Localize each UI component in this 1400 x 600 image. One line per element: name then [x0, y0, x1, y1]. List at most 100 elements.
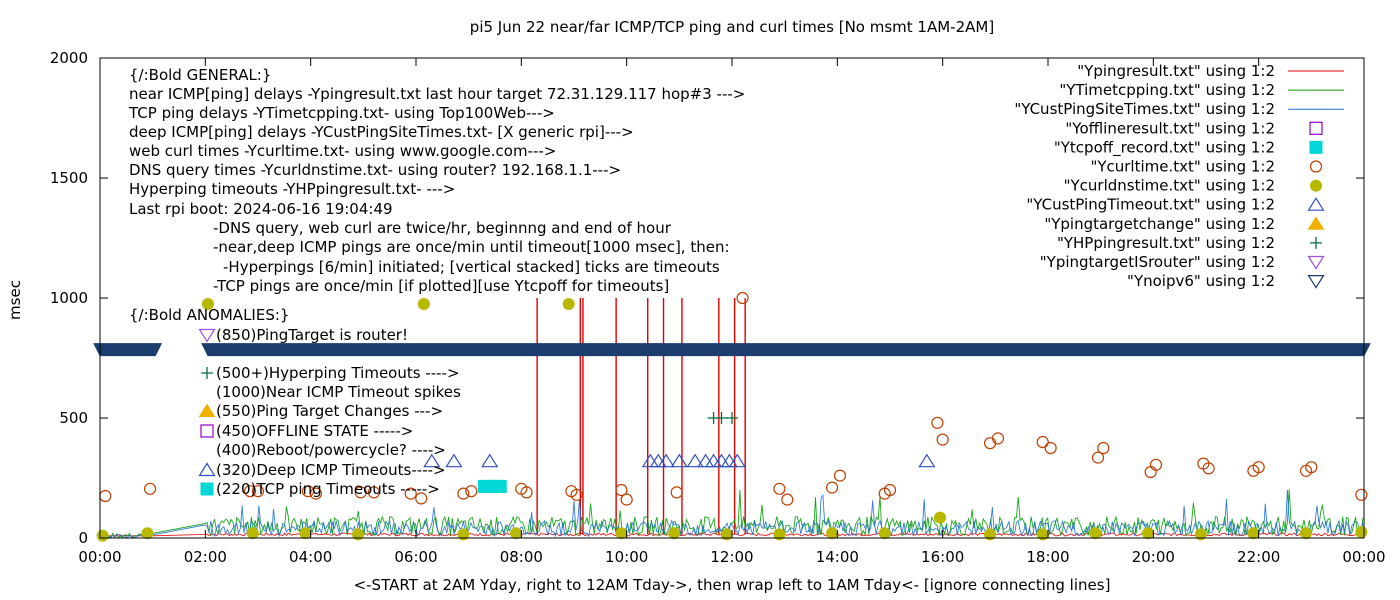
data-point	[301, 485, 315, 498]
annotation-line: (220)TCP ping Timeouts ----->	[216, 480, 440, 498]
annotation-line: deep ICMP[ping] delays -YCustPingSiteTim…	[129, 123, 634, 141]
data-point	[96, 529, 109, 542]
data-point	[457, 487, 470, 500]
annotation-line: (320)Deep ICMP Timeouts---->	[216, 461, 446, 479]
data-point	[354, 486, 367, 499]
legend-label: "YHPpingresult.txt" using 1:2	[1057, 234, 1275, 252]
legend-symbol	[1309, 140, 1323, 154]
data-point	[510, 527, 523, 540]
data-point	[520, 486, 533, 499]
annotation-marker	[198, 328, 216, 343]
annotation-line: {/:Bold ANOMALIES:}	[129, 306, 289, 324]
data-point	[1149, 458, 1163, 471]
data-point	[457, 528, 470, 541]
data-point	[570, 488, 583, 501]
legend-label: "Ycurldnstime.txt" using 1:2	[1064, 177, 1275, 195]
series-line-3	[99, 489, 1364, 539]
data-point	[983, 437, 997, 450]
annotation-line: (400)Reboot/powercycle? ---->	[216, 441, 446, 459]
data-point	[670, 453, 688, 468]
legend-symbol	[1307, 216, 1325, 230]
x-tick-label: 16:00	[921, 548, 964, 566]
data-point	[615, 527, 628, 540]
data-point	[415, 492, 428, 505]
legend-label: "Ynoipv6" using 1:2	[1127, 272, 1275, 290]
data-point	[417, 298, 430, 310]
data-point	[934, 511, 947, 524]
x-tick-label: 06:00	[394, 548, 437, 566]
data-point	[773, 528, 786, 541]
data-point	[143, 482, 157, 495]
x-tick-label: 00:00	[1342, 548, 1385, 566]
data-point	[826, 527, 839, 540]
data-point	[1300, 527, 1313, 540]
data-point	[936, 433, 949, 446]
data-point	[883, 483, 897, 497]
data-point	[481, 453, 499, 468]
annotation-line: (500+)Hyperping Timeouts ---->	[216, 364, 460, 382]
legend-label: "Ypingtargetchange" using 1:2	[1044, 215, 1275, 233]
y-axis-label: msec	[6, 280, 24, 320]
x-tick-label: 08:00	[500, 548, 543, 566]
data-point	[1089, 527, 1102, 540]
x-tick-label: 18:00	[1026, 548, 1069, 566]
x-tick-label: 12:00	[710, 548, 753, 566]
legend-symbol	[1309, 160, 1323, 173]
x-tick-label: 02:00	[184, 548, 227, 566]
data-point	[615, 483, 628, 497]
data-point	[991, 432, 1005, 445]
data-point	[246, 527, 259, 540]
annotation-line: DNS query times -Ycurldnstime.txt- using…	[129, 161, 621, 179]
ipv6-band	[201, 343, 1371, 357]
data-point	[686, 453, 704, 468]
y-tick-label: 2000	[50, 49, 88, 67]
legend: "Ypingresult.txt" using 1:2"YTimetcpping…	[1014, 62, 1344, 290]
series-line-2	[99, 489, 1364, 539]
data-point	[1142, 527, 1155, 540]
data-point	[670, 486, 683, 499]
axis-ticks: 00:00 02:00 04:00 06:00 08:00 10:00 12:00 14:00…	[50, 49, 1386, 566]
data-point	[1091, 451, 1105, 464]
data-point	[641, 453, 659, 468]
data-point	[445, 453, 463, 468]
data-point	[201, 298, 214, 310]
annotation-marker	[201, 367, 213, 379]
data-point	[1036, 435, 1049, 449]
data-point	[251, 485, 265, 498]
data-point	[825, 481, 839, 494]
data-point	[657, 453, 675, 468]
x-tick-label: 00:00	[78, 548, 121, 566]
x-tick-label: 22:00	[1237, 548, 1280, 566]
data-point	[715, 412, 728, 424]
legend-symbol	[1307, 197, 1325, 211]
data-point	[352, 528, 365, 541]
data-point	[423, 453, 441, 468]
legend-label: "Yofflineresult.txt" using 1:2	[1065, 119, 1275, 137]
data-point	[918, 453, 936, 468]
data-point	[1252, 461, 1265, 474]
data-point	[984, 528, 997, 541]
annotation-line: -DNS query, web curl are twice/hr, begin…	[213, 219, 672, 237]
data-point	[833, 469, 847, 482]
ipv6-band	[93, 343, 163, 357]
annotation-line: (850)PingTarget is router!	[216, 326, 408, 344]
ipv6-band-layer	[93, 343, 1371, 357]
data-point	[620, 493, 633, 506]
y-tick-label: 0	[78, 529, 88, 547]
x-tick-label: 20:00	[1132, 548, 1175, 566]
annotation-line: -Hyperpings [6/min] initiated; [vertical…	[223, 258, 720, 276]
data-point	[562, 298, 575, 310]
legend-label: "Ytcpoff_record.txt" using 1:2	[1054, 138, 1275, 157]
annotation-line: (1000)Near ICMP Timeout spikes	[216, 383, 461, 401]
data-point	[781, 493, 794, 506]
series-layer	[99, 298, 1364, 539]
annotation-marker	[200, 424, 214, 438]
x-axis-label: <-START at 2AM Yday, right to 12AM Tday-…	[354, 576, 1111, 594]
data-point	[728, 453, 746, 468]
annotation-line: (550)Ping Target Changes --->	[216, 402, 443, 420]
legend-symbol	[1310, 236, 1322, 249]
annotation-line: near ICMP[ping] delays -Ypingresult.txt …	[129, 85, 745, 103]
data-point	[1355, 526, 1368, 538]
x-tick-label: 10:00	[605, 548, 648, 566]
annotation-line: Hyperping timeouts -YHPpingresult.txt- -…	[129, 180, 455, 198]
